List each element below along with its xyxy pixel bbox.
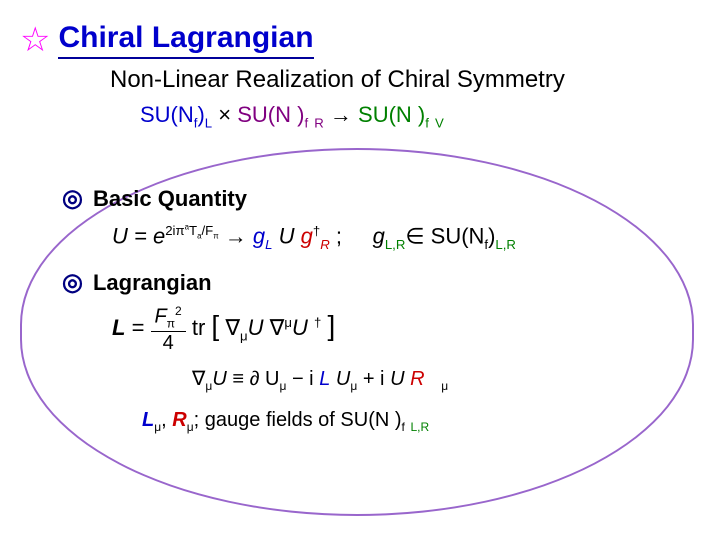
nabU-U: U [212,368,226,390]
U-mid: U [279,224,301,249]
exp-2ipi: 2iπ [165,223,184,238]
nabU: ∇ [192,368,205,390]
times: × [218,102,231,127]
gR: g [301,224,313,249]
exp-T: T [189,223,197,238]
U3: U [390,368,410,390]
gL-sub: L [265,237,272,252]
sub-f3: f [425,115,429,130]
gRcal: R [172,409,186,431]
mu3: μ [350,379,357,393]
arrow2: → [225,224,253,249]
lag-eq: = [125,315,150,340]
su-nf-v: SU(N [358,102,418,127]
SU-LR: L,R [495,237,516,252]
circ-icon-2: ◎ [62,268,83,297]
U-dag: † [314,315,321,330]
sub-f2: f [304,115,308,130]
sub-l: L [205,115,212,130]
sub-r: R [314,115,324,130]
sub-v: V [435,115,444,130]
sub-pi: π [213,232,218,241]
section-lag-label: Lagrangian [93,270,212,296]
tr: tr [192,315,205,340]
slide-subtitle: Non-Linear Realization of Chiral Symmetr… [110,66,720,94]
rbr: ] [327,310,335,341]
gauge-text: gauge fields of SU(N ) [205,409,402,431]
frac-sq: 2 [175,304,182,318]
gauge-fields-line: Lμ, Rμ; gauge fields of SU(N )f L,R [142,409,652,434]
nabla-definition: ∇μU ≡ ∂ Uμ − i L Uμ + i U R μ [192,366,652,393]
U-eq: U = [112,224,153,249]
nab2-U: U [292,315,308,340]
gR-sub: R [320,237,330,252]
su-nf-l: SU(N [140,102,194,127]
section-basic-quantity: ◎ Basic Quantity [62,184,652,213]
minus-iL: − i [292,368,319,390]
dU: ∂ U [250,368,280,390]
elem: ∈ [405,224,424,249]
gLcal: L [142,409,154,431]
frac-pi: π [167,317,175,331]
equiv: ≡ [232,368,249,390]
semi: ; [336,224,342,249]
gauge-f: f [402,420,405,434]
gR-mu: μ [187,420,194,434]
frac-F: F [155,306,167,328]
nab2: ∇ [270,315,285,340]
g-colon: ; [194,409,205,431]
Lcal: L [319,368,330,390]
lbr: [ [211,310,219,341]
over-Fpi: /F [201,223,213,238]
slide-title: Chiral Lagrangian [58,21,313,59]
gL: g [253,224,265,249]
frac-den: 4 [151,332,186,354]
paren1: ) [197,102,204,127]
lagrangian-equation: L = Fπ2 4 tr [ ∇μU ∇μU † ] [112,305,652,354]
Umid: U [336,368,350,390]
basic-equation: U = e2iπaTa/Fπ → gL U g†R ; gL,R∈ SU(Nf)… [112,223,652,252]
nab1-mu: μ [240,329,248,344]
Rcal: R [410,368,424,390]
plus-iU: + i [363,368,390,390]
dU-mu: μ [279,379,286,393]
nab2-mu: μ [284,315,292,330]
gauge-LR: L,R [410,420,429,434]
su-nf-r: SU(N [237,102,297,127]
content-bubble: ◎ Basic Quantity U = e2iπaTa/Fπ → gL U g… [20,148,694,516]
section-basic-label: Basic Quantity [93,186,247,212]
g-comma: , [161,409,172,431]
group-breaking: SU(Nf)L × SU(N )f R → SU(N )f V [140,102,720,130]
arrow: → [330,102,352,127]
nab1-U: U [248,315,264,340]
gLR: g [373,224,385,249]
circ-icon: ◎ [62,184,83,213]
e-base: e [153,224,165,249]
mu4: μ [441,379,448,393]
star-bullet: ☆ [20,20,50,60]
SU-Nf: SU(N [425,224,485,249]
section-lagrangian: ◎ Lagrangian [62,268,652,297]
nab1: ∇ [225,315,240,340]
lag-L: L [112,315,125,340]
gLR-sub: L,R [385,237,406,252]
fraction: Fπ2 4 [151,305,186,354]
